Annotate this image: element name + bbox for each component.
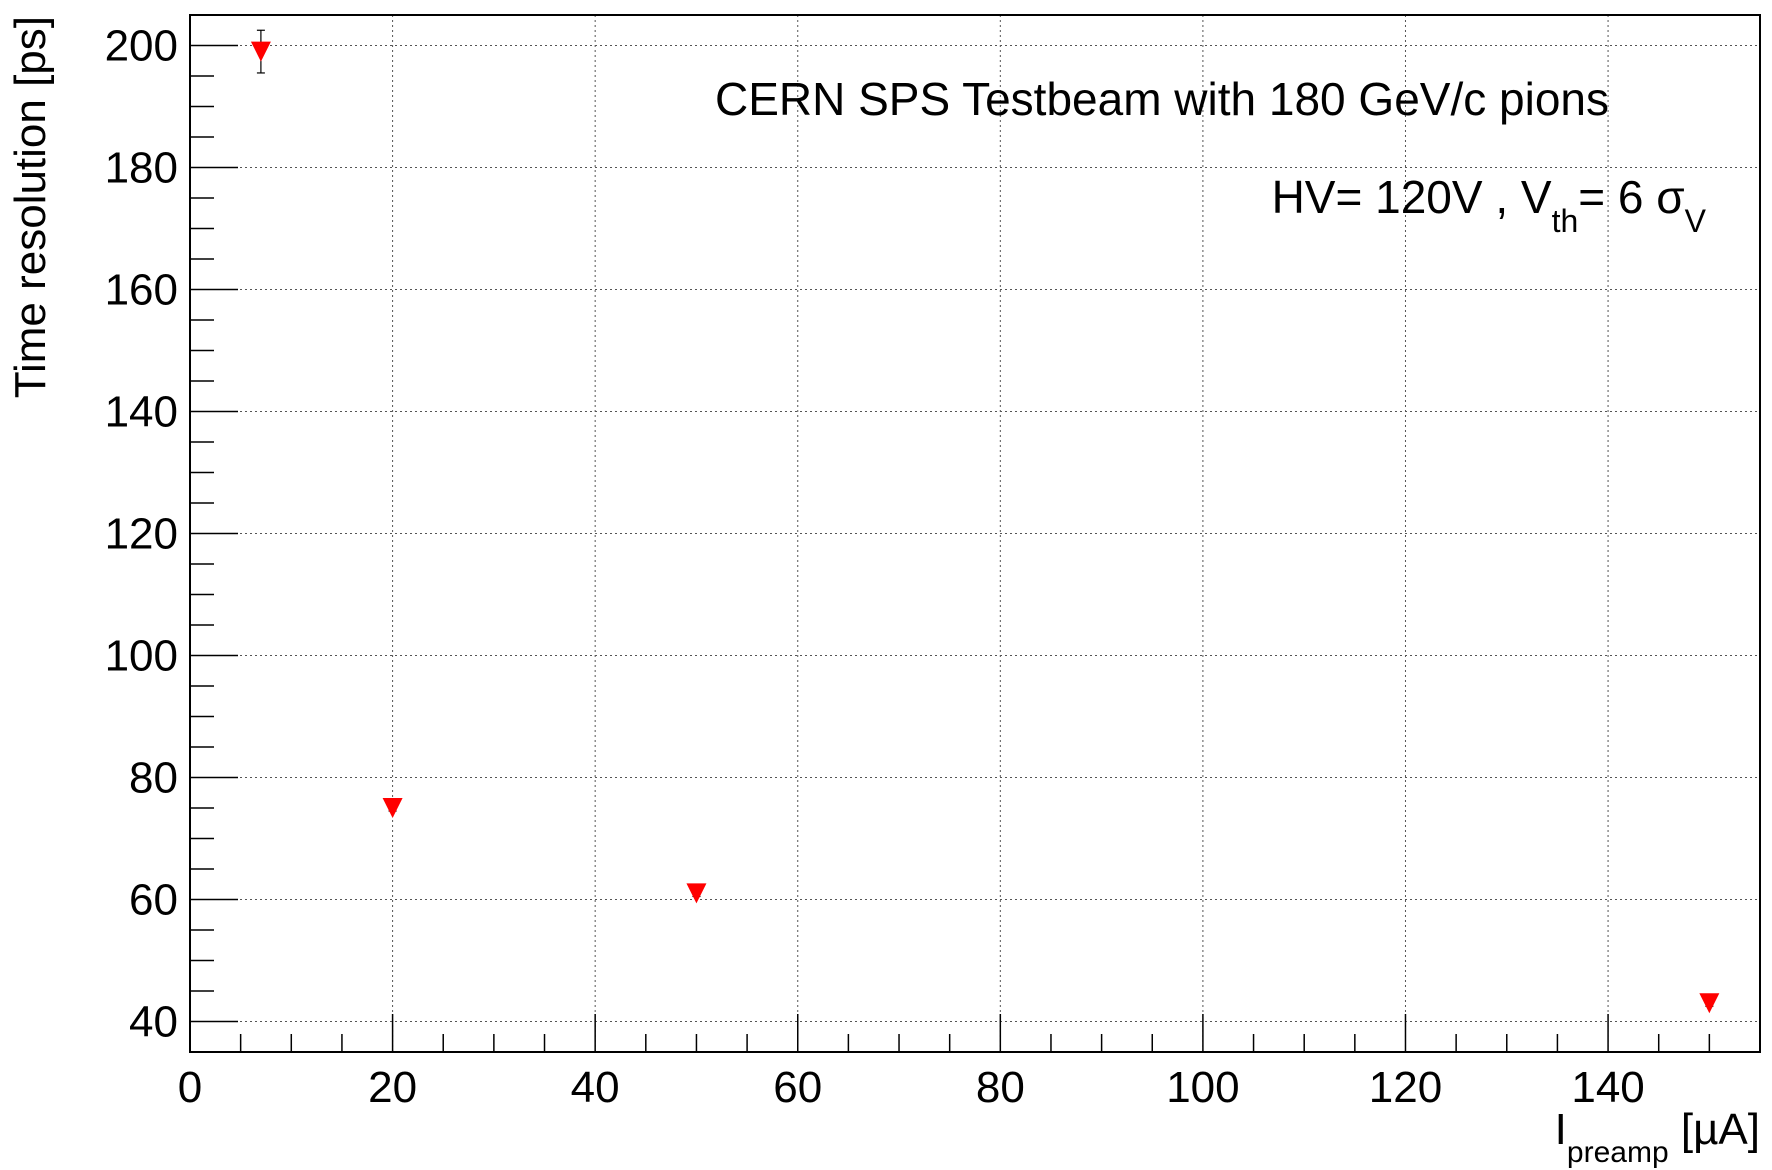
y-tick-label: 160 (105, 266, 178, 315)
y-tick-label: 80 (129, 754, 178, 803)
x-tick-label: 0 (178, 1063, 202, 1112)
x-axis-title-sub: preamp (1567, 1136, 1669, 1169)
annotation-hv: HV= 120V , V (1272, 171, 1552, 223)
y-tick-label: 120 (105, 510, 178, 559)
x-axis-title-main: I (1555, 1105, 1567, 1154)
x-tick-label: 40 (571, 1063, 620, 1112)
x-tick-label: 80 (976, 1063, 1025, 1112)
data-point-triangle (686, 883, 707, 904)
annotation-line-1: CERN SPS Testbeam with 180 GeV/c pions (715, 73, 1609, 125)
data-point-triangle (1699, 993, 1720, 1014)
x-tick-label: 120 (1369, 1063, 1442, 1112)
tick-marks (189, 14, 1761, 1053)
y-tick-label: 100 (105, 632, 178, 681)
data-point-triangle (250, 41, 271, 62)
x-tick-label: 60 (773, 1063, 822, 1112)
x-axis-title-unit: [µA] (1669, 1105, 1760, 1154)
y-tick-label: 180 (105, 144, 178, 193)
annotation-sub-th: th (1552, 203, 1579, 239)
y-tick-label: 140 (105, 388, 178, 437)
grid-lines (190, 15, 1760, 1052)
annotation-sub-v: V (1685, 203, 1707, 239)
annotation-threshold: = 6 σ (1578, 171, 1684, 223)
data-points (250, 29, 1720, 1014)
x-axis-title: Ipreamp [µA] (1555, 1105, 1760, 1169)
data-point-triangle (382, 798, 403, 818)
y-tick-label: 40 (129, 998, 178, 1047)
y-tick-label: 200 (105, 22, 178, 71)
x-tick-label: 100 (1166, 1063, 1239, 1112)
annotation-line-2: HV= 120V , Vth= 6 σV (1272, 171, 1707, 239)
tick-labels: 0 20 40 60 80 100 120 140 40 60 80 100 120 140 160 180 2… (105, 22, 1645, 1113)
y-axis-title: Time resolution [ps] (6, 16, 55, 398)
x-tick-label: 140 (1571, 1063, 1644, 1112)
x-tick-label: 20 (368, 1063, 417, 1112)
y-tick-label: 60 (129, 876, 178, 925)
